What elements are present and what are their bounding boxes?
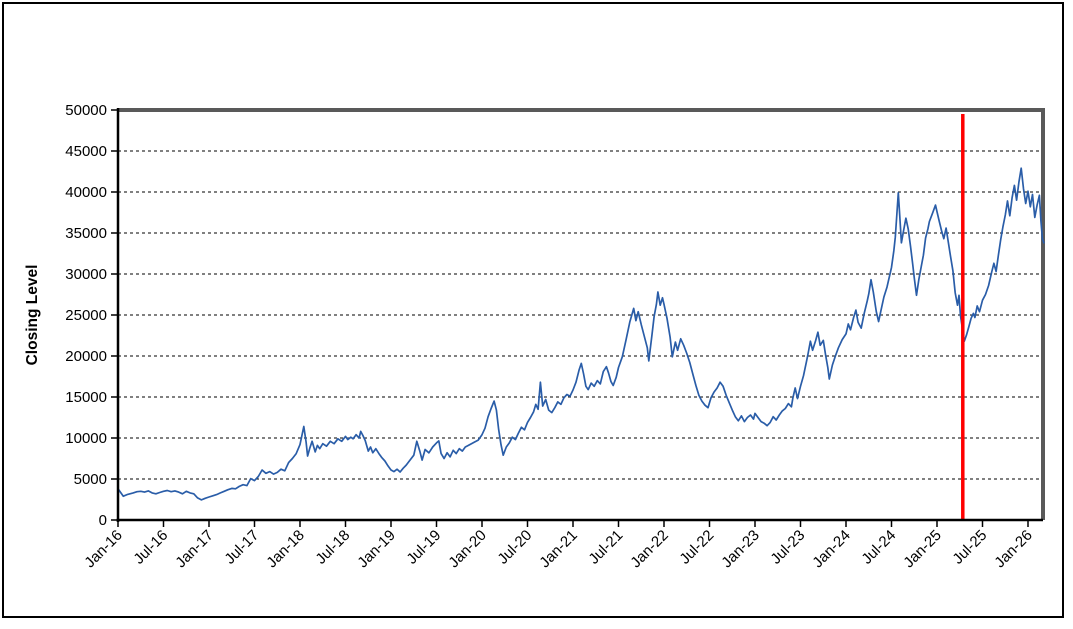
x-tick-label: Jul-22 xyxy=(676,527,717,568)
x-tick-label: Jul-21 xyxy=(585,527,626,568)
x-tick-label: Jul-23 xyxy=(767,527,808,568)
x-tick-label: Jan-18 xyxy=(263,527,307,571)
figure-border xyxy=(2,2,1064,618)
gridlines xyxy=(118,150,1043,480)
x-tick-label: Jan-20 xyxy=(445,527,489,571)
y-tick-label: 40000 xyxy=(65,184,107,201)
y-tick-label: 35000 xyxy=(65,225,107,242)
x-tick-label: Jan-21 xyxy=(536,527,580,571)
x-tick-label: Jul-17 xyxy=(221,527,262,568)
x-axis-tick-labels: Jan-16 Jul-16 Jan-17 Jul-17 Jan-18 Jul-18 Jan-… xyxy=(81,527,1035,571)
x-tick-label: Jan-19 xyxy=(354,527,398,571)
y-tick-label: 10000 xyxy=(65,430,107,447)
x-tick-label: Jan-25 xyxy=(900,527,944,571)
x-tick-label: Jul-25 xyxy=(949,527,990,568)
x-tick-label: Jan-17 xyxy=(172,527,216,571)
y-tick-label: 25000 xyxy=(65,307,107,324)
x-tick-label: Jul-16 xyxy=(130,527,171,568)
y-tick-label: 45000 xyxy=(65,143,107,160)
y-axis-title: Closing Level xyxy=(24,265,41,366)
x-tick-label: Jan-23 xyxy=(718,527,762,571)
x-tick-label: Jul-19 xyxy=(403,527,444,568)
y-tick-label: 15000 xyxy=(65,389,107,406)
y-axis-tick-labels: 0 5000 10000 15000 20000 25000 30000 35000 40000… xyxy=(65,102,107,529)
y-axis-ticks xyxy=(111,109,118,521)
x-tick-label: Jan-22 xyxy=(627,527,671,571)
y-tick-label: 0 xyxy=(99,512,107,529)
plot-borders xyxy=(118,108,1045,520)
x-tick-label: Jan-16 xyxy=(81,527,125,571)
x-axis-ticks xyxy=(117,520,1029,527)
series-line-closing-level xyxy=(117,167,1045,501)
y-tick-label: 50000 xyxy=(65,102,107,119)
y-tick-label: 30000 xyxy=(65,266,107,283)
x-tick-label: Jul-18 xyxy=(312,527,353,568)
x-tick-label: Jan-24 xyxy=(809,527,853,571)
y-tick-label: 5000 xyxy=(74,471,107,488)
x-tick-label: Jan-26 xyxy=(991,527,1035,571)
y-tick-label: 20000 xyxy=(65,348,107,365)
x-tick-label: Jul-24 xyxy=(858,527,899,568)
plot-area-border xyxy=(118,108,1045,520)
x-tick-label: Jul-20 xyxy=(494,527,535,568)
